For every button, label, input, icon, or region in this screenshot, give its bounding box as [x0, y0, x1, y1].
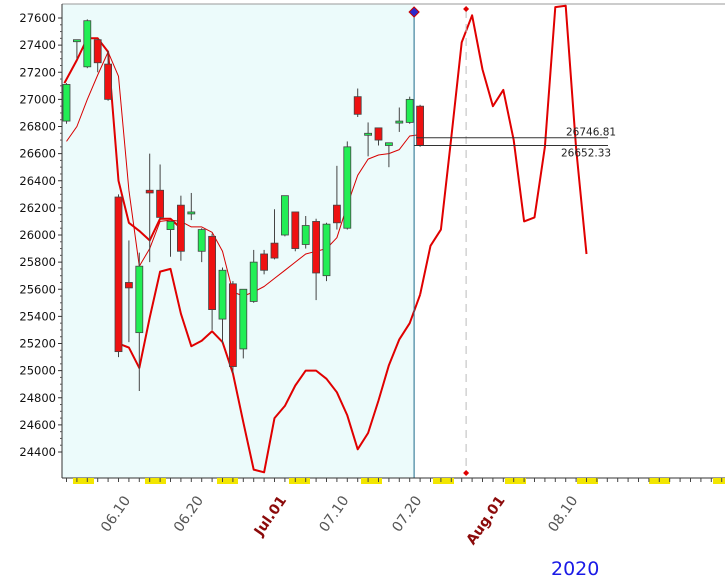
- x-tick-label: 06.20: [171, 493, 207, 535]
- bullish-candle: [322, 223, 331, 277]
- x-tick-label: Aug.01: [464, 493, 509, 548]
- bearish-candle: [176, 204, 185, 252]
- bearish-candle: [156, 189, 165, 218]
- y-tick-label: 27000: [19, 92, 56, 106]
- x-tick-label: 06.10: [98, 493, 134, 535]
- bullish-candle: [73, 39, 81, 43]
- x-tick-label: 07.20: [389, 493, 425, 535]
- x-tick-label: 08.10: [545, 493, 581, 535]
- bullish-candle: [197, 229, 206, 252]
- bullish-candle: [166, 221, 175, 230]
- bearish-candle: [270, 242, 279, 259]
- bearish-candle: [291, 211, 300, 249]
- bullish-candle: [62, 84, 71, 122]
- y-tick-label: 26000: [19, 228, 56, 242]
- y-tick-label: 25400: [19, 309, 56, 323]
- bullish-candle: [301, 225, 310, 245]
- weekend-marker: [361, 478, 382, 484]
- weekend-marker: [577, 478, 598, 484]
- y-tick-label: 25600: [19, 282, 56, 296]
- bearish-candle: [208, 235, 217, 310]
- bearish-candle: [332, 204, 341, 224]
- weekend-marker: [73, 478, 94, 484]
- y-tick-label: 27200: [19, 65, 56, 79]
- bullish-candle: [218, 269, 227, 320]
- weekend-marker: [713, 478, 725, 484]
- forecast-top-marker: [463, 6, 470, 12]
- bullish-candle: [364, 132, 373, 136]
- bearish-candle: [145, 189, 154, 194]
- bearish-candle: [104, 63, 112, 100]
- y-tick-label: 24800: [19, 391, 56, 405]
- year-label: 2020: [551, 558, 600, 580]
- x-tick-label: 07.10: [316, 493, 352, 535]
- forecast-line: [419, 4, 588, 295]
- y-tick-label: 25200: [19, 337, 56, 351]
- weekend-marker: [217, 478, 238, 484]
- bullish-candle: [187, 211, 196, 215]
- bullish-candle: [135, 265, 144, 334]
- y-tick-label: 26200: [19, 201, 56, 215]
- bearish-candle: [125, 282, 133, 289]
- bullish-candle: [343, 146, 352, 229]
- bullish-candle: [83, 20, 92, 68]
- weekend-marker: [289, 478, 310, 484]
- y-tick-label: 26600: [19, 147, 56, 161]
- weekend-marker: [145, 478, 166, 484]
- bullish-candle: [384, 142, 393, 146]
- lower-band-line: [118, 267, 422, 474]
- y-tick-label: 27600: [19, 11, 56, 25]
- bullish-candle: [249, 261, 258, 302]
- y-tick-label: 24400: [19, 445, 56, 459]
- bearish-candle: [228, 283, 237, 367]
- bearish-candle: [312, 221, 321, 274]
- weekend-marker: [433, 478, 454, 484]
- bullish-candle: [395, 120, 404, 124]
- bullish-candle: [405, 98, 414, 123]
- upper-price-annotation: 26746.81: [566, 127, 616, 139]
- forecast-bottom-marker: [463, 470, 470, 476]
- bearish-candle: [416, 105, 425, 146]
- bearish-candle: [353, 96, 362, 115]
- y-tick-label: 26800: [19, 120, 56, 134]
- bearish-candle: [114, 196, 123, 353]
- bullish-candle: [280, 195, 289, 236]
- bearish-candle: [374, 127, 383, 141]
- y-tick-label: 27400: [19, 38, 56, 52]
- y-tick-label: 25800: [19, 255, 56, 269]
- y-tick-label: 25000: [19, 364, 56, 378]
- current-day-marker: [408, 6, 420, 18]
- lower-price-annotation: 26652.33: [561, 148, 611, 160]
- bearish-candle: [260, 253, 269, 271]
- y-tick-label: 26400: [19, 174, 56, 188]
- weekend-marker: [505, 478, 526, 484]
- y-tick-label: 24600: [19, 418, 56, 432]
- bearish-candle: [93, 39, 102, 64]
- x-tick-label: Jul.01: [251, 493, 290, 540]
- bullish-candle: [239, 288, 248, 350]
